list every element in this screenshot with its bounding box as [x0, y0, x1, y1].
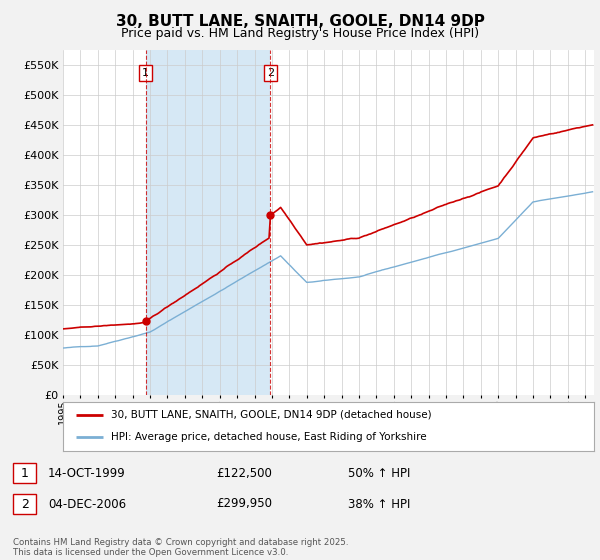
Text: £122,500: £122,500	[216, 466, 272, 480]
Text: 14-OCT-1999: 14-OCT-1999	[48, 466, 126, 480]
Text: 30, BUTT LANE, SNAITH, GOOLE, DN14 9DP: 30, BUTT LANE, SNAITH, GOOLE, DN14 9DP	[116, 14, 484, 29]
Text: 04-DEC-2006: 04-DEC-2006	[48, 497, 126, 511]
Text: 30, BUTT LANE, SNAITH, GOOLE, DN14 9DP (detached house): 30, BUTT LANE, SNAITH, GOOLE, DN14 9DP (…	[111, 410, 431, 420]
Text: HPI: Average price, detached house, East Riding of Yorkshire: HPI: Average price, detached house, East…	[111, 432, 427, 442]
Text: 2: 2	[20, 497, 29, 511]
Bar	[146, 50, 271, 395]
Text: £299,950: £299,950	[216, 497, 272, 511]
Text: 1: 1	[20, 466, 29, 480]
Text: Contains HM Land Registry data © Crown copyright and database right 2025.
This d: Contains HM Land Registry data © Crown c…	[13, 538, 349, 557]
Text: 1: 1	[142, 68, 149, 78]
Text: 50% ↑ HPI: 50% ↑ HPI	[348, 466, 410, 480]
Text: 38% ↑ HPI: 38% ↑ HPI	[348, 497, 410, 511]
Text: Price paid vs. HM Land Registry's House Price Index (HPI): Price paid vs. HM Land Registry's House …	[121, 27, 479, 40]
Text: 2: 2	[267, 68, 274, 78]
